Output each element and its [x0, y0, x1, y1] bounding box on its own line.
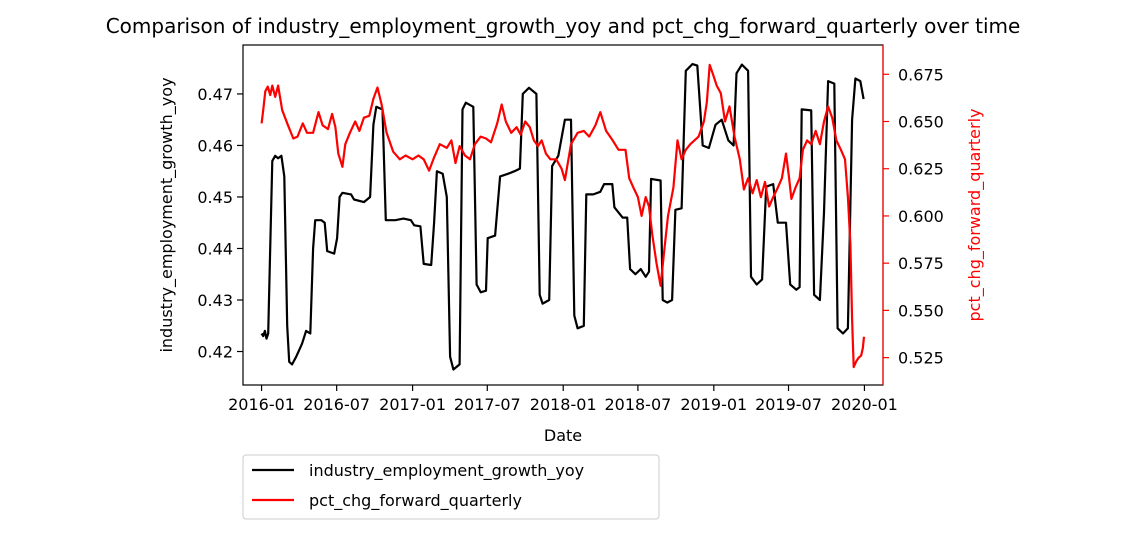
chart-title: Comparison of industry_employment_growth…: [106, 14, 1021, 38]
y-right-tick-label: 0.525: [898, 349, 944, 368]
y-right-tick-label: 0.675: [898, 65, 944, 84]
x-tick-label: 2019-07: [755, 395, 822, 414]
y-left-tick-label: 0.43: [197, 291, 233, 310]
x-tick-label: 2016-01: [228, 395, 295, 414]
x-tick-label: 2017-07: [454, 395, 521, 414]
x-tick-label: 2016-07: [303, 395, 370, 414]
y-left-tick-label: 0.46: [197, 136, 233, 155]
y-left-tick-label: 0.45: [197, 188, 233, 207]
x-axis: 2016-01 2016-07 2017-01 2017-07 2018-01 2018-…: [228, 385, 898, 414]
y-right-tick-label: 0.600: [898, 207, 944, 226]
y-axis-right: 0.525 0.550 0.575 0.600 0.625 0.650 0.675: [883, 65, 944, 368]
x-axis-label: Date: [544, 426, 582, 445]
y-right-tick-label: 0.550: [898, 301, 944, 320]
plot-lines: [260, 62, 866, 371]
x-tick-label: 2018-01: [530, 395, 597, 414]
y-axis-left: 0.42 0.43 0.44 0.45 0.46 0.47: [197, 85, 243, 362]
x-tick-label: 2019-01: [680, 395, 747, 414]
x-tick-label: 2018-07: [604, 395, 671, 414]
x-tick-label: 2017-01: [379, 395, 446, 414]
y-axis-right-label: pct_chg_forward_quarterly: [965, 109, 985, 322]
y-axis-left-label: industry_employment_growth_yoy: [157, 77, 177, 352]
legend: industry_employment_growth_yoy pct_chg_f…: [242, 454, 660, 520]
legend-label-employment: industry_employment_growth_yoy: [309, 461, 584, 481]
legend-label-pct-chg: pct_chg_forward_quarterly: [309, 491, 522, 511]
x-tick-label: 2020-01: [831, 395, 898, 414]
y-right-tick-label: 0.575: [898, 254, 944, 273]
y-right-tick-label: 0.625: [898, 160, 944, 179]
legend-box: [242, 454, 660, 520]
series-line-pct-chg-forward: [260, 63, 866, 369]
y-left-tick-label: 0.44: [197, 239, 233, 258]
series-line-employment-growth: [260, 62, 865, 371]
y-left-tick-label: 0.42: [197, 343, 233, 362]
y-left-tick-label: 0.47: [197, 85, 233, 104]
y-right-tick-label: 0.650: [898, 113, 944, 132]
